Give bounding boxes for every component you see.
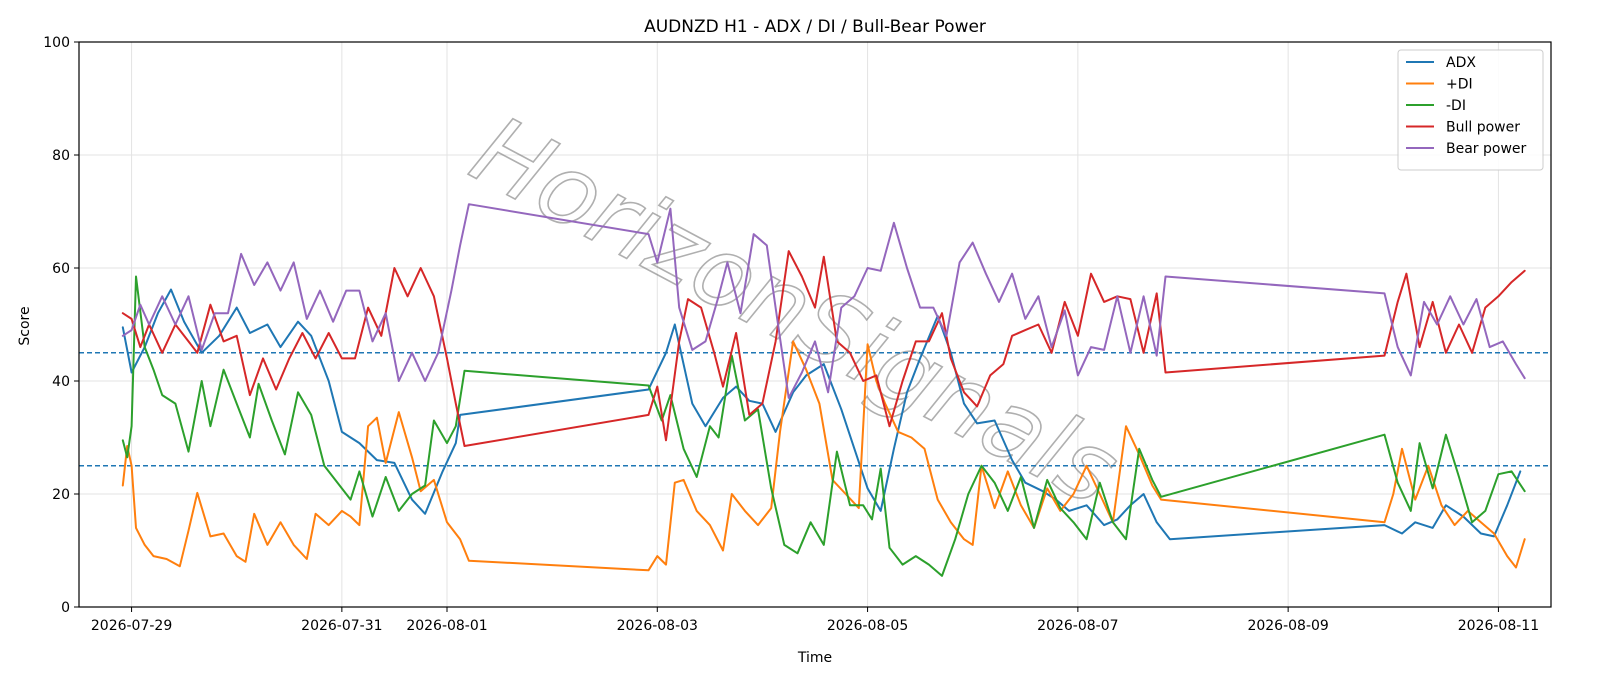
series-line-adx — [121, 288, 1522, 541]
legend-label: Bull power — [1446, 120, 1520, 136]
y-tick-label: 60 — [52, 261, 70, 277]
plot-frame — [78, 41, 1552, 608]
y-tick-label: 40 — [52, 374, 70, 390]
chart-title: AUDNZD H1 - ADX / DI / Bull-Bear Power — [644, 17, 986, 37]
y-tick-label: 20 — [52, 487, 70, 503]
x-tick-label: 2026-08-01 — [406, 618, 487, 634]
legend-box — [1397, 49, 1544, 171]
y-tick-label: 80 — [52, 148, 70, 164]
x-tick-label: 2026-08-07 — [1037, 618, 1118, 634]
series-line-di — [121, 275, 1526, 577]
series-lines — [121, 203, 1526, 577]
legend-label: ADX — [1446, 55, 1476, 71]
y-tick-label: 100 — [43, 35, 70, 51]
y-axis-label: Score — [17, 306, 33, 345]
y-tick-label: 0 — [61, 600, 70, 616]
series-line-bear-power — [121, 203, 1526, 399]
x-axis: 2026-07-29 2026-07-31 2026-08-01 2026-08-03… — [91, 607, 1539, 634]
x-tick-label: 2026-07-31 — [301, 618, 382, 634]
series-line-bull-power — [121, 250, 1526, 447]
x-tick-label: 2026-08-11 — [1458, 618, 1539, 634]
legend: ADX +DI -DI Bull power Bear power — [1397, 49, 1544, 171]
legend-label: -DI — [1446, 98, 1466, 114]
reference-lines — [79, 352, 1551, 467]
x-tick-label: 2026-08-05 — [827, 618, 908, 634]
x-tick-label: 2026-08-09 — [1247, 618, 1328, 634]
legend-label: Bear power — [1446, 141, 1527, 157]
x-tick-label: 2026-07-29 — [91, 618, 172, 634]
x-tick-label: 2026-08-03 — [617, 618, 698, 634]
x-axis-label: Time — [797, 650, 832, 666]
y-axis: 0 20 40 60 80 100 — [43, 35, 79, 616]
legend-label: +DI — [1446, 77, 1473, 93]
